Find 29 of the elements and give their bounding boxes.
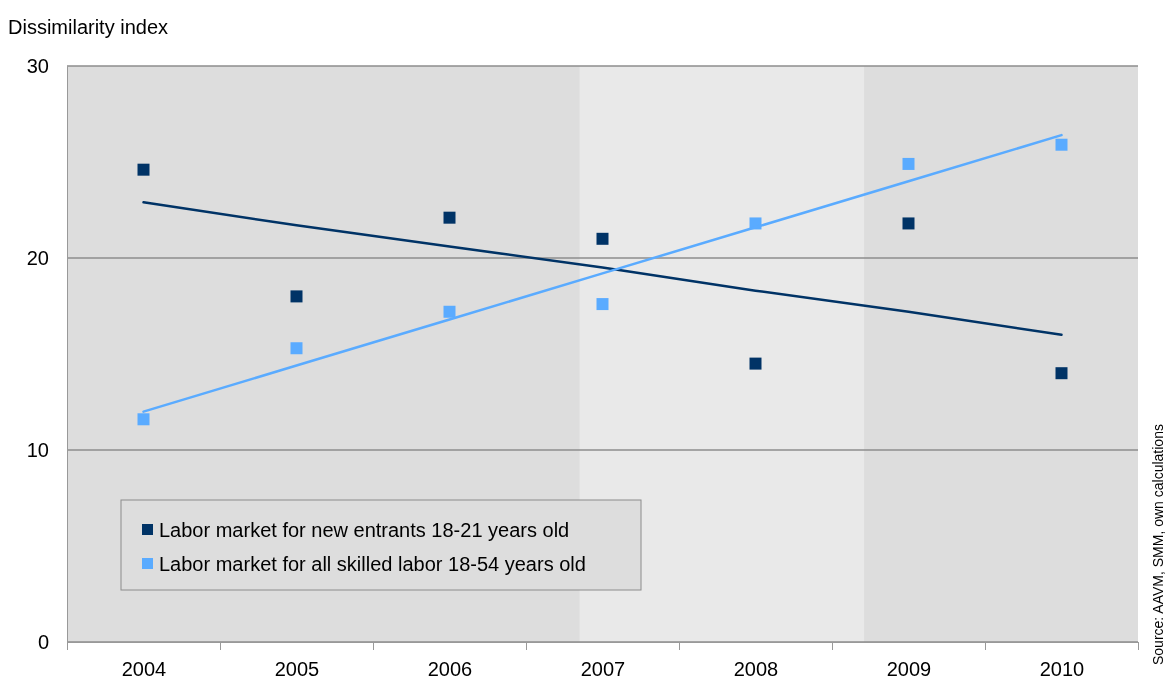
point [290,342,303,355]
point [137,163,150,176]
x-tick-label: 2007 [580,658,626,679]
legend-label: Labor market for all skilled labor 18-54 years old [159,553,586,575]
point [1055,367,1068,380]
y-tick-label: 30 [26,54,49,77]
point [137,413,150,426]
y-axis-title: Dissimilarity index [8,16,169,38]
point [290,290,303,303]
legend-label: Labor market for new entrants 18-21 years old [159,519,570,541]
x-tick-label: 2004 [121,658,167,679]
point [443,305,456,318]
line-series [142,201,1063,337]
x-tick-label: 2005 [274,658,320,679]
y-tick-label: 10 [26,438,49,461]
x-tick-label: 2010 [1039,658,1085,679]
source-note: Source: AAVM, SMM, own calculations [1150,424,1166,665]
point [902,217,915,230]
point [596,298,609,311]
point [443,211,456,224]
point [902,157,915,170]
y-tick-label: 20 [26,246,49,269]
x-tick-label: 2009 [886,658,932,679]
x-tick-label: 2006 [427,658,473,679]
x-tick-label: 2008 [733,658,779,679]
point [749,357,762,370]
point [1055,138,1068,151]
point [596,232,609,245]
y-tick-label: 0 [37,630,49,653]
